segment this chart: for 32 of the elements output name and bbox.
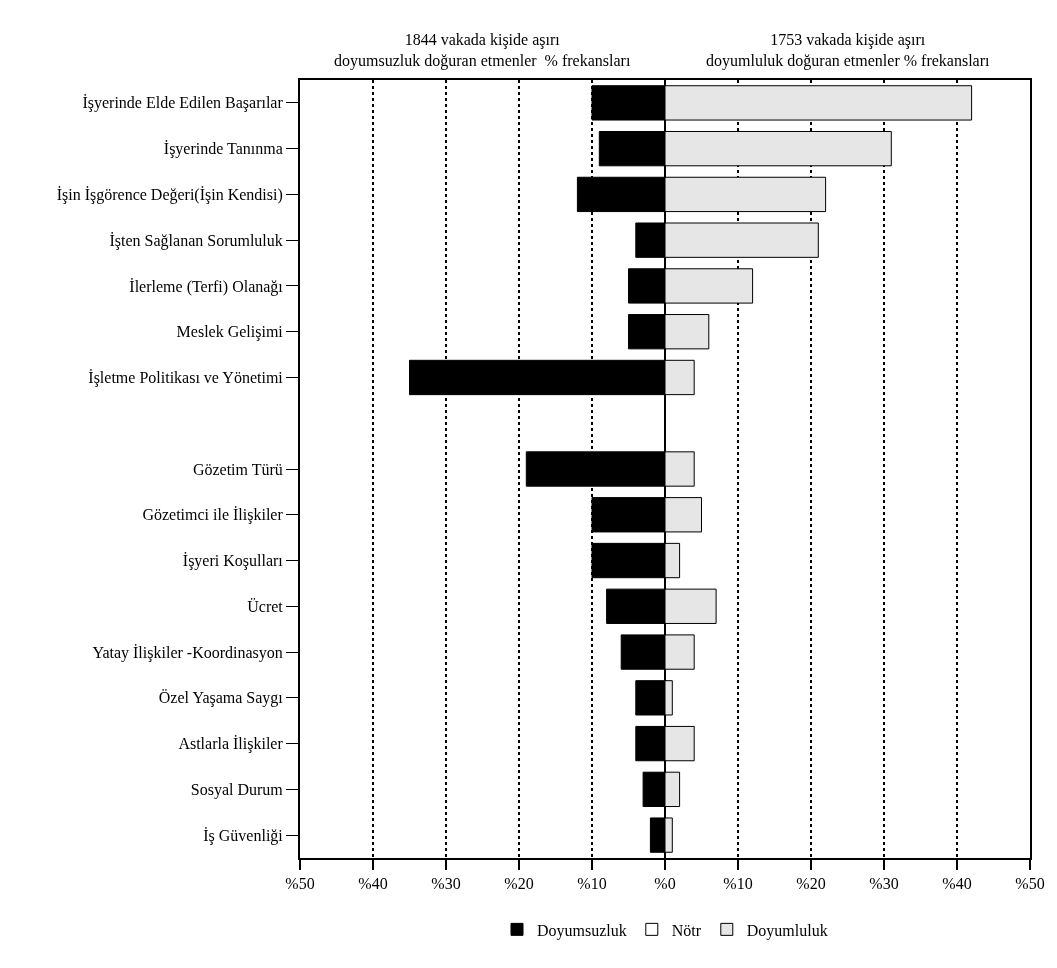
y-tick-label: İşyerinde Elde Edilen Başarılar [82,94,284,113]
legend-label: Nötr [671,921,702,939]
y-tick-label: Yatay İlişkiler -Koordinasyon [92,643,283,662]
y-tick-label: Ücret [247,597,284,615]
text: 1753 vakada kişide aşırı doyumluluk doğuran etmenler % frekansları [706,31,991,70]
y-tick-label: Astlarla İlişkiler [178,735,284,754]
y-tick-label: İşyeri Koşulları [182,552,284,571]
x-tick-label: %40 [358,875,388,893]
x-tick-label: %50 [285,875,315,893]
x-tick-label: %40 [942,875,972,893]
legend-label: Doyumluluk [746,921,828,940]
y-tick-label: Özel Yaşama Saygı [158,689,284,708]
y-tick-label: Gözetim Türü [192,460,283,478]
y-tick-label: Meslek Gelişimi [176,323,284,342]
x-tick-label: %10 [577,875,607,893]
x-tick-label: %30 [431,875,461,893]
y-tick-label: İşin İşgörence Değeri(İşin Kendisi) [56,186,283,205]
x-tick-label: %0 [654,875,676,893]
y-tick-label: İşten Sağlanan Sorumluluk [109,231,283,250]
y-tick-label: İlerleme (Terfi) Olanağı [129,277,284,296]
y-tick-label: Gözetimci ile İlişkiler [142,506,284,525]
y-tick-label: İşletme Politikası ve Yönetimi [88,369,284,388]
y-tick-label: İşyerinde Tanınma [163,140,283,159]
x-tick-label: %30 [869,875,899,893]
x-tick-label: %50 [1015,875,1045,893]
x-tick-label: %10 [723,875,753,893]
x-tick-label: %20 [504,875,534,893]
x-tick-label: %20 [796,875,826,893]
y-tick-label: Sosyal Durum [190,780,284,799]
legend-label: Doyumsuzluk [537,921,627,940]
y-tick-label: İş Güvenliği [203,826,284,845]
text: 1844 vakada kişide aşırı doyumsuzluk doğuran etmenler % frekansları [334,31,631,70]
